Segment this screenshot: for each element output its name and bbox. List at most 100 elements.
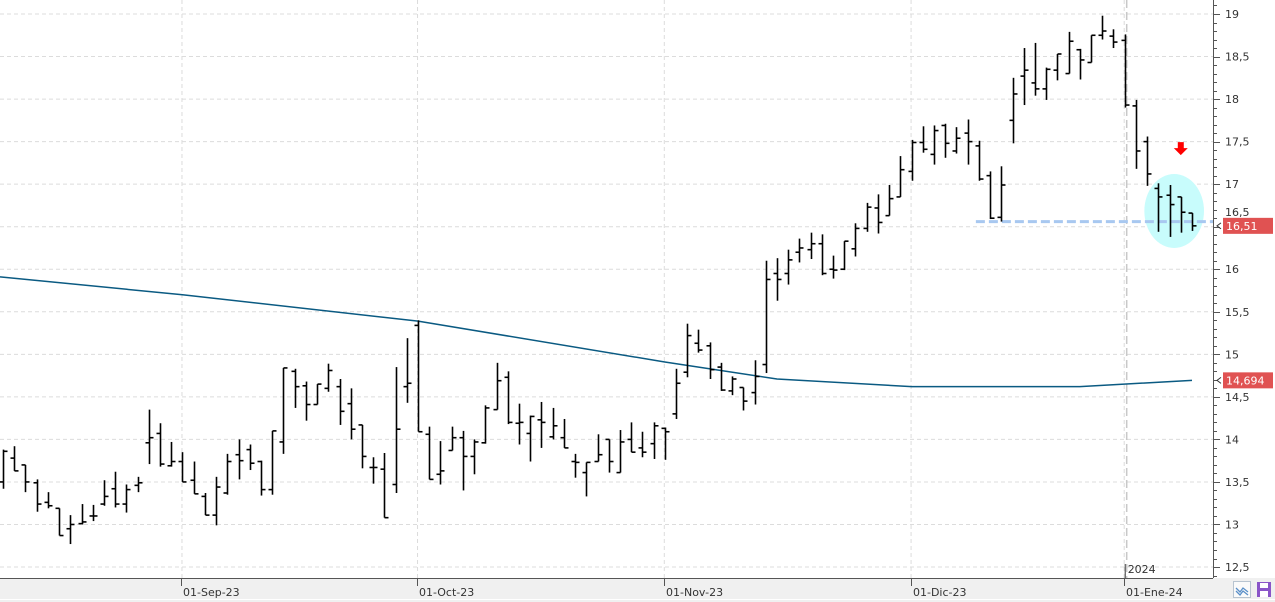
ohlc-bar xyxy=(33,479,42,512)
ohlc-bar xyxy=(605,438,614,473)
ohlc-bar xyxy=(1042,67,1051,100)
price-tick-label: 19 xyxy=(1225,8,1239,21)
ohlc-bar xyxy=(279,367,288,454)
ohlc-bar xyxy=(751,360,760,405)
price-tick-label: 16 xyxy=(1225,263,1239,276)
ohlc-bar xyxy=(661,427,670,460)
price-pointer-icon xyxy=(1216,222,1222,230)
price-tick-label: 17,5 xyxy=(1225,136,1250,149)
ohlc-bar xyxy=(1031,42,1040,96)
ohlc-bar xyxy=(594,434,603,463)
ohlc-bar xyxy=(784,249,793,285)
ohlc-bar xyxy=(941,123,950,158)
ohlc-bar xyxy=(190,461,199,495)
price-tick-label: 12,5 xyxy=(1225,561,1250,574)
date-tick-label: 01-Dic-23 xyxy=(913,586,967,599)
ohlc-bar xyxy=(122,484,131,513)
ohlc-bar xyxy=(851,223,860,257)
ohlc-bar xyxy=(324,363,333,392)
ohlc-bar xyxy=(1076,48,1085,80)
ohlc-bar xyxy=(908,139,917,181)
ohlc-bar xyxy=(134,476,143,493)
ohlc-bar xyxy=(436,441,445,485)
ohlc-bar xyxy=(414,320,423,433)
ohlc-bar xyxy=(111,471,120,508)
ohlc-bar xyxy=(1109,29,1118,49)
last-price-tag: 16,51 xyxy=(1226,220,1258,233)
ohlc-bar xyxy=(44,492,53,509)
ohlc-bar xyxy=(807,232,816,260)
ohlc-bar xyxy=(515,403,524,445)
ohlc-bar xyxy=(627,422,636,453)
price-tick-label: 13 xyxy=(1225,518,1239,531)
ohlc-bar xyxy=(1121,34,1130,108)
ohlc-bar xyxy=(358,424,367,469)
ohlc-bar xyxy=(795,238,804,263)
ohlc-bar xyxy=(268,430,277,495)
ohlc-bar xyxy=(1053,53,1062,81)
ohlc-bar xyxy=(145,409,154,465)
ohlc-bar xyxy=(818,234,827,276)
ohlc-bar xyxy=(930,125,939,165)
ohlc-bar xyxy=(0,449,8,489)
price-tick-label: 15,5 xyxy=(1225,306,1250,319)
ohlc-bar xyxy=(212,476,221,526)
ohlc-bar xyxy=(178,452,187,483)
ohlc-bar xyxy=(672,368,681,419)
ohlc-bar xyxy=(347,388,356,440)
ohlc-bar xyxy=(10,446,19,472)
ohlc-bar xyxy=(537,401,546,448)
ohlc-bar xyxy=(829,255,838,279)
ohlc-bar xyxy=(336,378,345,425)
ohlc-bar xyxy=(549,407,558,440)
ohlc-bar xyxy=(403,338,412,403)
ohlc-bar xyxy=(728,376,737,396)
price-tick-label: 18 xyxy=(1225,93,1239,106)
ohlc-bar xyxy=(223,453,232,495)
ohlc-bar xyxy=(739,386,748,411)
ohlc-bar xyxy=(717,362,726,391)
ohlc-bar xyxy=(291,368,300,408)
ohlc-bar xyxy=(369,457,378,484)
price-axis xyxy=(1213,0,1275,578)
ohlc-bar xyxy=(470,439,479,475)
ohlc-bar xyxy=(425,426,434,481)
floppy-disk-icon xyxy=(1257,582,1271,597)
ohlc-bar xyxy=(840,240,849,271)
date-tick-label: 01-Oct-23 xyxy=(419,586,474,599)
ohlc-bar xyxy=(302,381,311,421)
ohlc-bar xyxy=(459,430,468,491)
ohlc-bar xyxy=(89,504,98,522)
ohlc-bar xyxy=(694,329,703,353)
date-axis xyxy=(0,578,1275,602)
ohlc-bar xyxy=(683,323,692,378)
ohlc-bar xyxy=(1177,196,1186,233)
indicator-button[interactable] xyxy=(1233,581,1251,598)
ohlc-bar xyxy=(571,453,580,478)
ohlc-bar xyxy=(582,461,591,497)
ohlc-bar xyxy=(235,439,244,480)
moving-average-price-tag: 14,694 xyxy=(1226,374,1265,387)
ohlc-bar xyxy=(1188,212,1197,231)
ohlc-bar xyxy=(975,140,984,181)
ohlc-bar xyxy=(167,441,176,467)
ohlc-bar xyxy=(863,202,872,232)
ohlc-bar xyxy=(1098,15,1107,40)
ohlc-bar xyxy=(896,156,905,198)
ohlc-bar xyxy=(313,383,322,406)
ohlc-bar xyxy=(650,422,659,459)
ohlc-bar xyxy=(448,426,457,452)
save-button[interactable] xyxy=(1255,581,1273,598)
ohlc-bar xyxy=(1065,31,1074,75)
price-tick-label: 16,5 xyxy=(1225,206,1250,219)
ohlc-bar xyxy=(986,171,995,220)
ohlc-bar xyxy=(997,166,1006,222)
ohlc-bar xyxy=(1009,77,1018,144)
ohlc-bar xyxy=(1020,48,1029,106)
ohlc-bar xyxy=(257,460,266,496)
ohlc-bar xyxy=(55,507,64,537)
ohlc-bar xyxy=(1154,183,1163,232)
price-tick-label: 14 xyxy=(1225,433,1239,446)
ohlc-bar xyxy=(493,362,502,411)
